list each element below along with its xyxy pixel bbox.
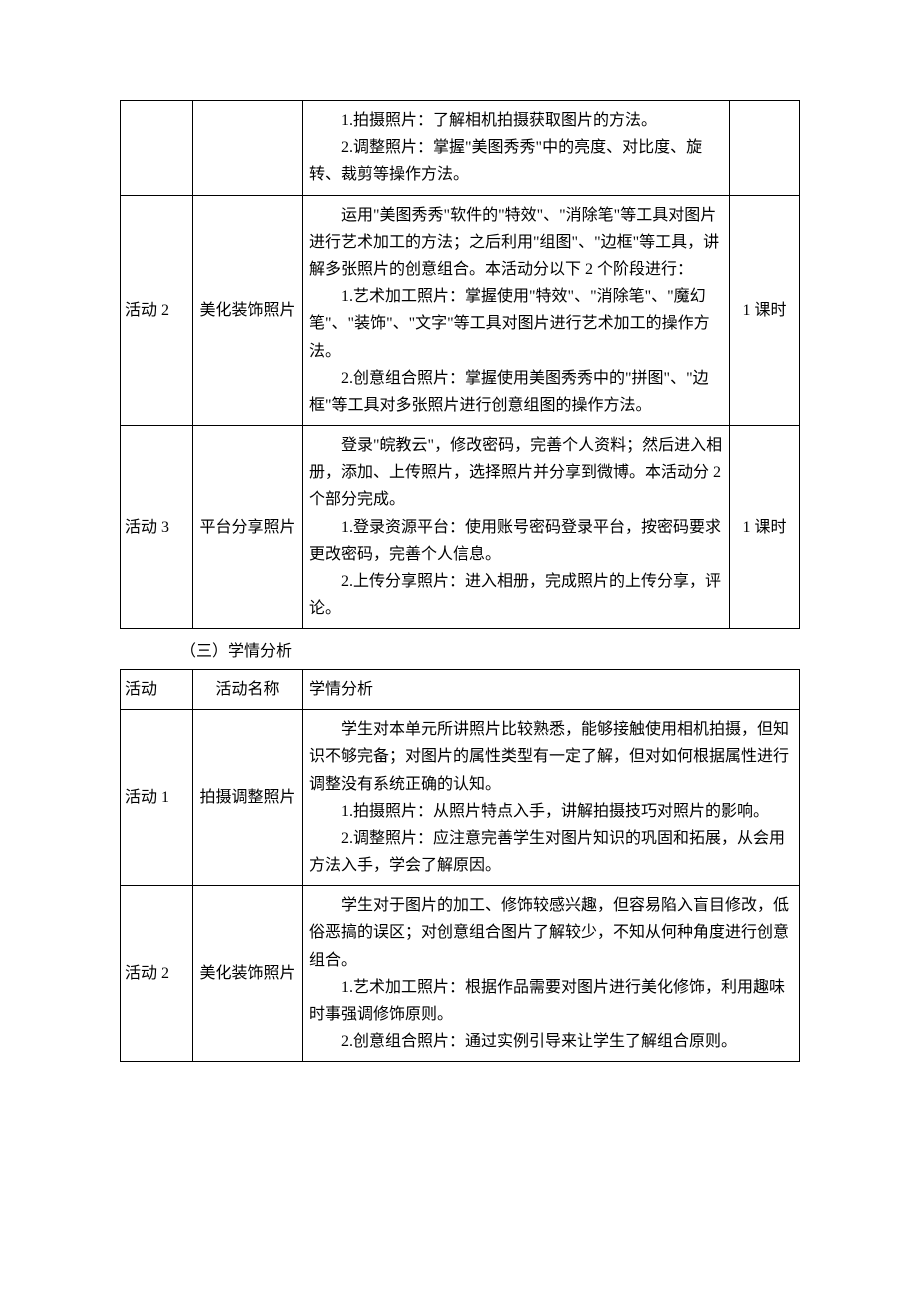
table-row: 活动 2美化装饰照片运用"美图秀秀"软件的"特效"、"消除笔"等工具对图片进行艺… [121,195,800,426]
table-activity-content: 1.拍摄照片：了解相机拍摄获取图片的方法。2.调整照片：掌握"美图秀秀"中的亮度… [120,100,800,629]
cell-hours: 1 课时 [730,195,800,426]
table-row: 活动 2美化装饰照片学生对于图片的加工、修饰较感兴趣，但容易陷入盲目修改，低俗恶… [121,886,800,1062]
cell-name: 美化装饰照片 [193,195,303,426]
cell-activity: 活动 2 [121,886,193,1062]
table-row: 活动 3平台分享照片登录"皖教云"，修改密码，完善个人资料；然后进入相册，添加、… [121,426,800,629]
section-heading: （三）学情分析 [180,639,800,665]
cell-name [193,101,303,196]
cell-activity: 活动 1 [121,710,193,886]
cell-hours [730,101,800,196]
analysis-paragraph: 2.调整照片：应注意完善学生对图片知识的巩固和拓展，从会用方法入手，学会了解原因… [309,825,793,879]
table-row: 活动 1拍摄调整照片学生对本单元所讲照片比较熟悉，能够接触使用相机拍摄，但知识不… [121,710,800,886]
table2-header-row: 活动 活动名称 学情分析 [121,669,800,709]
content-paragraph: 2.上传分享照片：进入相册，完成照片的上传分享，评论。 [309,568,723,622]
col-header-name: 活动名称 [193,669,303,709]
content-paragraph: 1.登录资源平台：使用账号密码登录平台，按密码要求更改密码，完善个人信息。 [309,514,723,568]
content-paragraph: 1.艺术加工照片：掌握使用"特效"、"消除笔"、"魔幻笔"、"装饰"、"文字"等… [309,283,723,365]
cell-name: 拍摄调整照片 [193,710,303,886]
col-header-activity: 活动 [121,669,193,709]
cell-activity: 活动 2 [121,195,193,426]
cell-content: 1.拍摄照片：了解相机拍摄获取图片的方法。2.调整照片：掌握"美图秀秀"中的亮度… [303,101,730,196]
cell-content: 运用"美图秀秀"软件的"特效"、"消除笔"等工具对图片进行艺术加工的方法；之后利… [303,195,730,426]
analysis-paragraph: 学生对本单元所讲照片比较熟悉，能够接触使用相机拍摄，但知识不够完备；对图片的属性… [309,716,793,798]
content-paragraph: 登录"皖教云"，修改密码，完善个人资料；然后进入相册，添加、上传照片，选择照片并… [309,432,723,514]
table2-body: 活动 1拍摄调整照片学生对本单元所讲照片比较熟悉，能够接触使用相机拍摄，但知识不… [121,710,800,1062]
table-situation-analysis: 活动 活动名称 学情分析 活动 1拍摄调整照片学生对本单元所讲照片比较熟悉，能够… [120,669,800,1062]
analysis-paragraph: 1.艺术加工照片：根据作品需要对图片进行美化修饰，利用趣味时事强调修饰原则。 [309,974,793,1028]
cell-activity [121,101,193,196]
cell-name: 美化装饰照片 [193,886,303,1062]
analysis-paragraph: 学生对于图片的加工、修饰较感兴趣，但容易陷入盲目修改，低俗恶搞的误区；对创意组合… [309,892,793,974]
table-row: 1.拍摄照片：了解相机拍摄获取图片的方法。2.调整照片：掌握"美图秀秀"中的亮度… [121,101,800,196]
analysis-paragraph: 1.拍摄照片：从照片特点入手，讲解拍摄技巧对照片的影响。 [309,798,793,825]
cell-analysis: 学生对于图片的加工、修饰较感兴趣，但容易陷入盲目修改，低俗恶搞的误区；对创意组合… [303,886,800,1062]
cell-hours: 1 课时 [730,426,800,629]
content-paragraph: 运用"美图秀秀"软件的"特效"、"消除笔"等工具对图片进行艺术加工的方法；之后利… [309,202,723,284]
col-header-analysis: 学情分析 [303,669,800,709]
content-paragraph: 1.拍摄照片：了解相机拍摄获取图片的方法。 [309,107,723,134]
content-paragraph: 2.调整照片：掌握"美图秀秀"中的亮度、对比度、旋转、裁剪等操作方法。 [309,134,723,188]
analysis-paragraph: 2.创意组合照片：通过实例引导来让学生了解组合原则。 [309,1028,793,1055]
cell-analysis: 学生对本单元所讲照片比较熟悉，能够接触使用相机拍摄，但知识不够完备；对图片的属性… [303,710,800,886]
table1-body: 1.拍摄照片：了解相机拍摄获取图片的方法。2.调整照片：掌握"美图秀秀"中的亮度… [121,101,800,629]
cell-name: 平台分享照片 [193,426,303,629]
content-paragraph: 2.创意组合照片：掌握使用美图秀秀中的"拼图"、"边框"等工具对多张照片进行创意… [309,365,723,419]
cell-content: 登录"皖教云"，修改密码，完善个人资料；然后进入相册，添加、上传照片，选择照片并… [303,426,730,629]
cell-activity: 活动 3 [121,426,193,629]
